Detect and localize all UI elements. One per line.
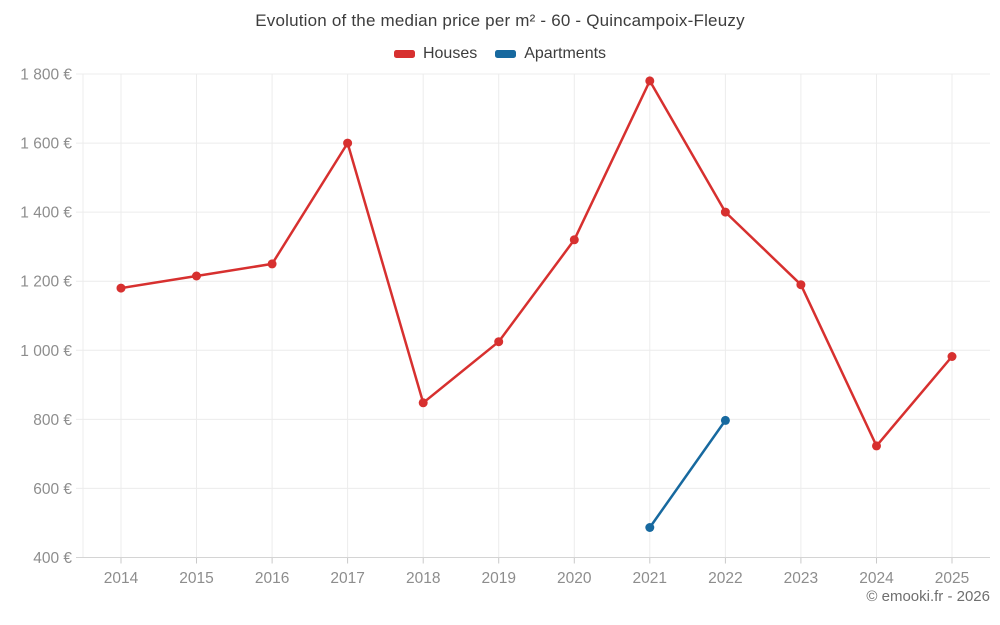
data-point-houses-2024[interactable] (872, 441, 881, 451)
data-point-houses-2023[interactable] (796, 280, 806, 290)
data-point-apartments-2021[interactable] (645, 523, 655, 532)
data-point-houses-2014[interactable] (116, 283, 126, 293)
x-tick-label: 2021 (633, 570, 667, 587)
apartments-legend-swatch-icon (495, 50, 517, 58)
data-point-houses-2015[interactable] (192, 271, 201, 281)
legend-item-houses[interactable]: Houses (393, 45, 478, 63)
series-line-houses (119, 79, 954, 448)
x-tick-label: 2017 (330, 570, 364, 587)
x-tick-label: 2015 (179, 570, 213, 587)
x-tick-label: 2019 (481, 570, 515, 587)
legend-label-apartments: Apartments (524, 45, 607, 62)
x-tick-label: 2016 (255, 570, 289, 587)
y-tick-label: 1 800 € (20, 67, 72, 84)
houses-legend-swatch-icon (393, 50, 415, 58)
x-tick-label: 2020 (557, 570, 592, 587)
x-tick-label: 2023 (784, 570, 818, 587)
data-point-houses-2022[interactable] (720, 207, 730, 217)
data-point-houses-2025[interactable] (947, 352, 957, 361)
data-point-apartments-2022[interactable] (720, 415, 730, 425)
y-tick-label: 400 € (33, 550, 72, 567)
data-point-houses-2020[interactable] (569, 235, 579, 245)
y-tick-label: 600 € (33, 481, 72, 498)
data-point-houses-2021[interactable] (645, 76, 655, 86)
copyright-footer: © emooki.fr - 2026 (866, 588, 990, 605)
x-tick-label: 2024 (859, 570, 894, 587)
y-tick-label: 1 400 € (20, 205, 72, 222)
data-point-houses-2019[interactable] (494, 337, 504, 347)
legend-item-apartments[interactable]: Apartments (495, 45, 606, 63)
y-tick-label: 1 200 € (20, 274, 72, 291)
x-tick-label: 2025 (935, 570, 969, 587)
x-tick-label: 2018 (406, 570, 440, 587)
chart-title: Evolution of the median price per m² - 6… (255, 11, 745, 30)
x-tick-label: 2014 (104, 570, 139, 587)
chart-legend: Houses Apartments (0, 45, 1000, 63)
y-tick-label: 1 600 € (20, 136, 72, 153)
y-tick-label: 1 000 € (20, 343, 72, 360)
data-point-houses-2018[interactable] (418, 398, 428, 408)
series-line-apartments (648, 419, 727, 529)
y-tick-label: 800 € (33, 412, 72, 429)
data-point-houses-2017[interactable] (343, 138, 353, 148)
legend-label-houses: Houses (422, 45, 478, 62)
data-point-houses-2016[interactable] (267, 259, 277, 269)
x-tick-label: 2022 (708, 570, 742, 587)
